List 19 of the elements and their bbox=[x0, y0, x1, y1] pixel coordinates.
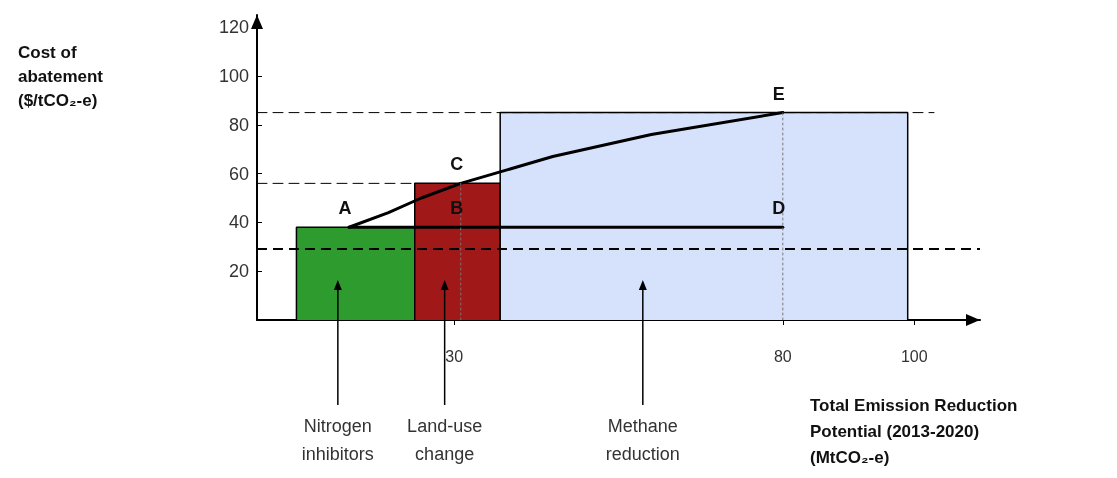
y-tick-label: 80 bbox=[228, 114, 249, 135]
x-tick-label: 30 bbox=[445, 347, 464, 365]
y-tick-label: 40 bbox=[228, 212, 249, 233]
x-tick-label: 100 bbox=[900, 347, 928, 365]
annotation: A bbox=[338, 198, 352, 219]
text: Nitrogen inhibitors bbox=[301, 416, 374, 464]
x-axis-title: Total Emission Reduction Potential (2013-2020) (MtCO₂-e) bbox=[810, 395, 1018, 467]
annotation: D bbox=[772, 198, 786, 219]
y-tick-label: 20 bbox=[228, 261, 249, 282]
text: Land-use change bbox=[407, 416, 483, 464]
annotation: C bbox=[450, 154, 464, 175]
text: Cost of abatement ($/tCO₂-e) bbox=[18, 42, 104, 110]
y-tick-label: 60 bbox=[228, 163, 249, 184]
annotation: B bbox=[450, 198, 464, 219]
x-tick-label: 80 bbox=[773, 347, 792, 365]
y-tick-label: 100 bbox=[218, 66, 249, 86]
y-tick-label: 120 bbox=[218, 17, 249, 38]
annotation: E bbox=[772, 83, 785, 104]
text: Methane reduction bbox=[605, 416, 680, 464]
